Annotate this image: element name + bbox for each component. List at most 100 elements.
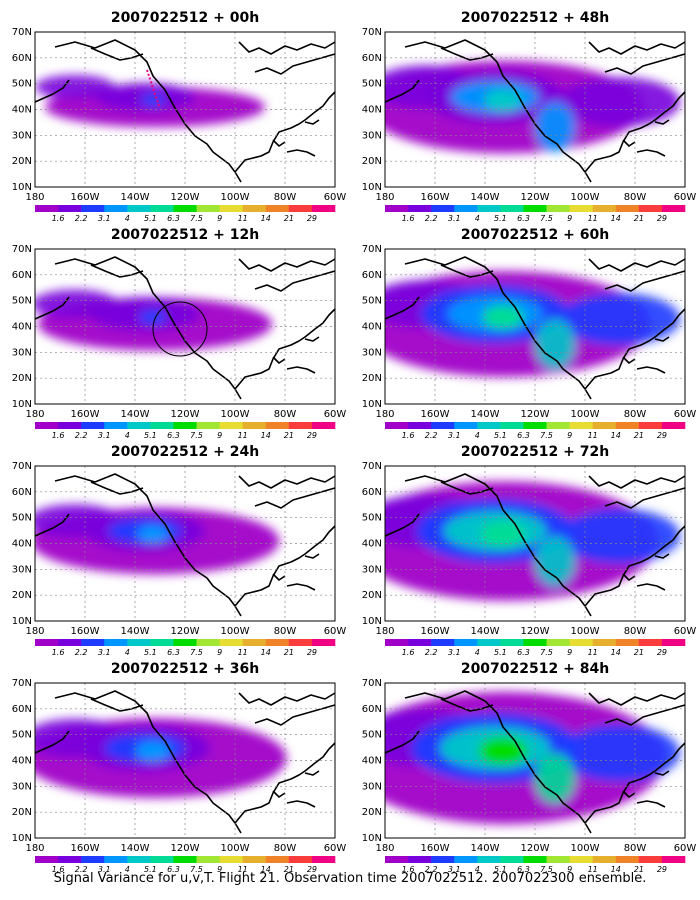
colorbar-label: 3.1 xyxy=(448,865,461,874)
colorbar-swatch xyxy=(592,639,617,646)
x-tick-label: 180 xyxy=(25,626,44,637)
x-tick-label: 80W xyxy=(274,409,297,420)
colorbar-label: 14 xyxy=(611,214,621,223)
colorbar-swatch xyxy=(35,639,59,646)
y-tick-label: 50N xyxy=(12,513,32,524)
colorbar-label: 4 xyxy=(125,214,130,223)
y-tick-label: 20N xyxy=(362,373,382,384)
colorbar: 1.6 2.2 3.1 4 5.1 6.3 7.5 9 11 14 21 29 xyxy=(385,856,686,874)
colorbar-swatch xyxy=(265,205,290,212)
x-tick-label: 140W xyxy=(121,192,150,203)
x-tick-label: 160W xyxy=(421,409,450,420)
colorbar-label: 7.5 xyxy=(190,865,203,874)
colorbar-swatch xyxy=(500,856,524,863)
y-tick-label: 20N xyxy=(12,590,32,601)
colorbar-label: 9 xyxy=(567,865,572,874)
y-tick-label: 40N xyxy=(362,756,382,767)
figure-caption: Signal Variance for u,v,T. Flight 21. Ob… xyxy=(53,871,647,886)
colorbar: 1.6 2.2 3.1 4 5.1 6.3 7.5 9 11 14 21 29 xyxy=(385,205,686,223)
colorbar-swatch xyxy=(104,205,128,212)
colorbar-swatch xyxy=(477,422,501,429)
colorbar-label: 6.3 xyxy=(517,431,530,440)
x-tick-label: 100W xyxy=(571,626,600,637)
colorbar-swatch xyxy=(127,856,151,863)
colorbar: 1.6 2.2 3.1 4 5.1 6.3 7.5 9 11 14 21 29 xyxy=(385,422,686,440)
colorbar-swatch xyxy=(546,639,570,646)
colorbar-swatch xyxy=(592,422,617,429)
colorbar-swatch xyxy=(385,422,409,429)
colorbar-swatch xyxy=(661,856,686,863)
colorbar-label: 2.2 xyxy=(75,214,88,223)
y-tick-label: 30N xyxy=(362,347,382,358)
y-tick-label: 70N xyxy=(12,27,32,38)
colorbar-label: 5.1 xyxy=(144,214,157,223)
y-tick-label: 40N xyxy=(12,756,32,767)
y-tick-label: 50N xyxy=(362,79,382,90)
colorbar-label: 21 xyxy=(284,431,294,440)
colorbar-swatch xyxy=(127,422,151,429)
colorbar: 1.6 2.2 3.1 4 5.1 6.3 7.5 9 11 14 21 29 xyxy=(35,856,336,874)
colorbar-label: 2.2 xyxy=(425,865,438,874)
colorbar-label: 4 xyxy=(475,431,480,440)
x-tick-label: 60W xyxy=(674,626,697,637)
colorbar: 1.6 2.2 3.1 4 5.1 6.3 7.5 9 11 14 21 29 xyxy=(35,639,336,657)
colorbar-label: 29 xyxy=(657,214,667,223)
colorbar-label: 21 xyxy=(284,865,294,874)
colorbar-swatch xyxy=(638,422,663,429)
colorbar-swatch xyxy=(196,856,220,863)
colorbar-label: 21 xyxy=(634,865,644,874)
colorbar-swatch xyxy=(127,205,151,212)
variance-field xyxy=(35,718,287,798)
colorbar-swatch xyxy=(127,639,151,646)
colorbar-label: 5.1 xyxy=(494,865,507,874)
y-tick-label: 10N xyxy=(12,182,32,193)
colorbar-label: 29 xyxy=(657,648,667,657)
colorbar-swatch xyxy=(500,422,524,429)
y-tick-label: 70N xyxy=(362,27,382,38)
colorbar-swatch xyxy=(454,856,478,863)
colorbar-swatch xyxy=(615,639,640,646)
y-tick-label: 60N xyxy=(12,704,32,715)
colorbar-label: 3.1 xyxy=(98,648,111,657)
x-tick-label: 80W xyxy=(624,843,647,854)
y-tick-label: 50N xyxy=(362,513,382,524)
map-frame xyxy=(34,248,336,405)
colorbar-swatch xyxy=(477,856,501,863)
map-panel: 2007022512 + 12h 180 160W 140W 120W 100W 80W 60… xyxy=(12,227,347,440)
y-tick-label: 10N xyxy=(362,616,382,627)
colorbar-swatch xyxy=(288,639,313,646)
colorbar-label: 5.1 xyxy=(144,865,157,874)
y-tick-label: 60N xyxy=(12,487,32,498)
y-tick-label: 20N xyxy=(362,156,382,167)
y-tick-label: 70N xyxy=(12,244,32,255)
colorbar-label: 11 xyxy=(588,648,598,657)
colorbar-swatch xyxy=(592,856,617,863)
colorbar-swatch xyxy=(523,205,547,212)
x-tick-label: 140W xyxy=(471,626,500,637)
colorbar-swatch xyxy=(615,205,640,212)
y-tick-label: 30N xyxy=(362,564,382,575)
map-panel: 2007022512 + 60h 180 160W 140W 120W 100W 80W 60… xyxy=(362,227,697,440)
colorbar-swatch xyxy=(58,856,82,863)
colorbar-label: 1.6 xyxy=(402,865,415,874)
colorbar: 1.6 2.2 3.1 4 5.1 6.3 7.5 9 11 14 21 29 xyxy=(385,639,686,657)
colorbar-label: 29 xyxy=(307,214,317,223)
map-frame xyxy=(384,31,686,188)
colorbar-swatch xyxy=(569,639,593,646)
x-tick-label: 60W xyxy=(324,192,347,203)
x-tick-label: 140W xyxy=(471,192,500,203)
colorbar-label: 4 xyxy=(475,865,480,874)
colorbar-swatch xyxy=(265,422,290,429)
colorbar-swatch xyxy=(661,639,686,646)
colorbar-label: 7.5 xyxy=(190,431,203,440)
colorbar: 1.6 2.2 3.1 4 5.1 6.3 7.5 9 11 14 21 29 xyxy=(35,422,336,440)
colorbar-swatch xyxy=(58,205,82,212)
colorbar-swatch xyxy=(661,422,686,429)
y-tick-label: 20N xyxy=(12,807,32,818)
y-tick-label: 30N xyxy=(362,781,382,792)
colorbar-swatch xyxy=(196,205,220,212)
x-tick-label: 80W xyxy=(274,843,297,854)
x-tick-label: 120W xyxy=(171,843,200,854)
map-panel: 2007022512 + 84h 180 160W 140W 120W 100W 80W 60… xyxy=(362,661,697,874)
colorbar-swatch xyxy=(242,422,267,429)
